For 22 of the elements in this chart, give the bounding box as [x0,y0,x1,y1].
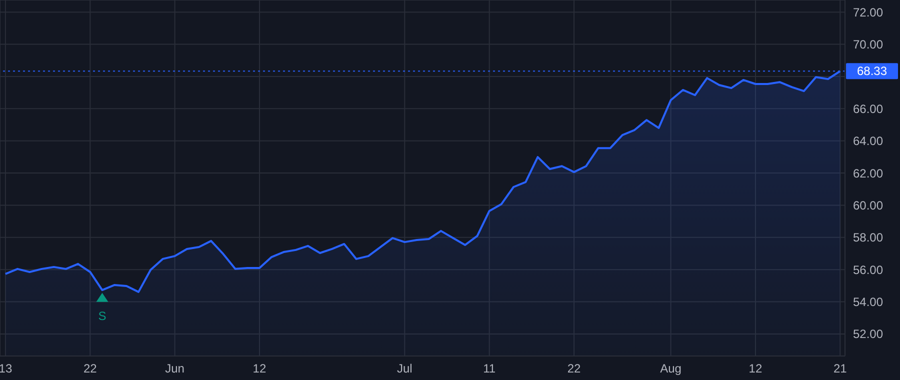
y-tick-label: 64.00 [853,134,884,148]
x-tick-label: 11 [483,362,496,376]
x-tick-label: Aug [660,362,682,376]
y-tick-label: 70.00 [853,38,884,52]
x-tick-label: Jun [165,362,184,376]
y-tick-label: 72.00 [853,5,884,20]
y-tick-label: 62.00 [853,166,884,180]
y-tick-label: 56.00 [853,262,884,277]
x-tick-label: Jul [396,362,412,376]
x-tick-label: 22 [83,362,98,376]
y-tick-label: 60.00 [853,198,884,212]
y-tick-label: 54.00 [853,295,884,310]
y-tick-label: 58.00 [853,230,884,245]
x-tick-label: 13 [0,362,12,376]
x-tick-label: 12 [252,362,266,376]
ref-line-label: 68.33 [856,64,888,78]
x-tick-label: 22 [567,362,582,376]
x-tick-label: 12 [748,362,762,376]
x-tick-label: 21 [833,362,848,376]
data-label: S [98,308,106,323]
y-tick-label: 66.00 [853,102,884,116]
y-tick-label: 52.00 [853,327,884,342]
